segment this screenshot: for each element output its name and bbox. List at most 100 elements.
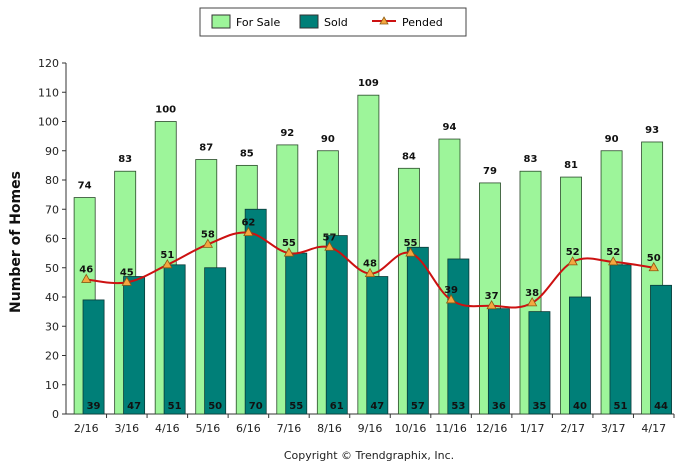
x-tick-label: 6/16: [236, 422, 261, 435]
bar-sold: [447, 258, 470, 415]
pended-marker: [364, 267, 376, 278]
bar-sold: [366, 276, 389, 415]
label-pended: 37: [485, 291, 499, 302]
label-sold: 53: [451, 401, 465, 412]
label-pended: 55: [282, 238, 296, 249]
y-tick-label: 50: [45, 262, 59, 275]
label-sold: 39: [87, 401, 101, 412]
x-tick-label: 2/17: [560, 422, 585, 435]
label-sold: 50: [208, 401, 222, 412]
label-for-sale: 81: [564, 160, 578, 171]
pended-marker: [202, 238, 214, 248]
label-sold: 47: [370, 401, 384, 412]
x-tick-label: 2/16: [74, 422, 99, 435]
label-for-sale: 93: [645, 125, 659, 136]
label-sold: 55: [289, 401, 303, 412]
label-sold: 51: [168, 401, 182, 412]
pended-marker: [324, 241, 335, 251]
legend-label-pended: Pended: [402, 16, 443, 29]
label-pended: 52: [606, 247, 620, 258]
y-tick-label: 30: [45, 320, 59, 333]
label-pended: 51: [160, 250, 174, 261]
label-pended: 57: [323, 232, 337, 243]
y-tick-label: 90: [45, 145, 59, 158]
y-tick-label: 0: [52, 408, 59, 421]
bar-sold: [406, 246, 429, 415]
y-axis-label: Number of Homes: [8, 171, 24, 313]
x-tick-label: 3/17: [601, 422, 626, 435]
axes: 0 10 20 30 40 50 60 70 80 90 100 110 120 2/16 3/16 4/16…: [38, 57, 675, 435]
bar-sold: [204, 267, 227, 415]
y-tick-label: 20: [45, 350, 59, 363]
bar-sold: [163, 264, 186, 415]
bar-sold: [528, 311, 551, 415]
x-tick-label: 5/16: [196, 422, 221, 435]
label-pended: 58: [201, 229, 215, 240]
legend-box: [199, 7, 467, 37]
x-tick-label: 9/16: [358, 422, 383, 435]
label-sold: 57: [411, 401, 425, 412]
label-pended: 39: [444, 285, 458, 296]
label-for-sale: 87: [199, 143, 213, 154]
x-tick-label: 4/17: [641, 422, 666, 435]
bar-sold: [569, 296, 591, 415]
x-tick-label: 8/16: [317, 422, 342, 435]
label-pended: 62: [241, 218, 255, 229]
pended-marker: [243, 226, 254, 237]
label-sold: 40: [573, 401, 587, 412]
label-for-sale: 92: [280, 128, 294, 139]
pended-marker: [648, 261, 659, 272]
legend: For Sale Sold Pended: [199, 7, 467, 37]
pended-line-layer: 46 45 51 58 62 55 57 48 55 39 37 38 52 52 50: [79, 218, 661, 310]
legend-label-for-sale: For Sale: [236, 16, 280, 29]
y-tick-label: 40: [45, 291, 59, 304]
legend-marker-pended: [379, 16, 389, 25]
label-for-sale: 85: [240, 148, 254, 159]
y-tick-label: 100: [38, 116, 59, 129]
label-sold: 35: [532, 401, 546, 412]
y-tick-label: 80: [45, 174, 59, 187]
y-tick-label: 110: [38, 86, 59, 99]
label-pended: 46: [79, 264, 93, 275]
legend-swatch-for-sale: [211, 14, 231, 29]
pended-marker: [567, 256, 578, 266]
label-pended: 38: [525, 288, 539, 299]
label-sold: 47: [127, 401, 141, 412]
x-tick-label: 12/16: [476, 422, 508, 435]
label-for-sale: 79: [483, 166, 497, 177]
bar-sold: [609, 264, 632, 415]
label-sold: 61: [330, 401, 344, 412]
label-pended: 52: [566, 247, 580, 258]
label-for-sale: 83: [524, 154, 538, 165]
label-pended: 55: [404, 238, 418, 249]
label-pended: 50: [647, 253, 661, 264]
label-for-sale: 83: [118, 154, 132, 165]
label-sold: 70: [249, 401, 263, 412]
pended-marker: [486, 299, 497, 310]
bar-sold: [82, 299, 105, 415]
copyright: Copyright © Trendgraphix, Inc.: [284, 449, 454, 462]
label-for-sale: 84: [402, 151, 416, 162]
x-tick-label: 11/16: [435, 422, 467, 435]
pended-marker: [526, 297, 538, 307]
x-tick-label: 1/17: [520, 422, 545, 435]
label-for-sale: 100: [155, 105, 176, 116]
bar-sold: [123, 276, 146, 415]
label-for-sale: 74: [78, 181, 92, 192]
pended-marker: [445, 294, 457, 304]
x-tick-label: 10/16: [395, 422, 427, 435]
label-sold: 44: [654, 401, 668, 412]
legend-label-sold: Sold: [324, 16, 348, 29]
label-sold: 36: [492, 401, 506, 412]
y-tick-label: 70: [45, 203, 59, 216]
x-tick-label: 4/16: [155, 422, 180, 435]
pended-marker: [81, 273, 92, 283]
bar-sold: [244, 208, 267, 415]
pended-marker: [405, 247, 416, 257]
bar-sold: [650, 284, 672, 415]
label-sold: 51: [614, 401, 628, 412]
bar-sold: [487, 308, 510, 415]
legend-swatch-sold: [299, 14, 319, 29]
pended-marker: [608, 256, 619, 266]
